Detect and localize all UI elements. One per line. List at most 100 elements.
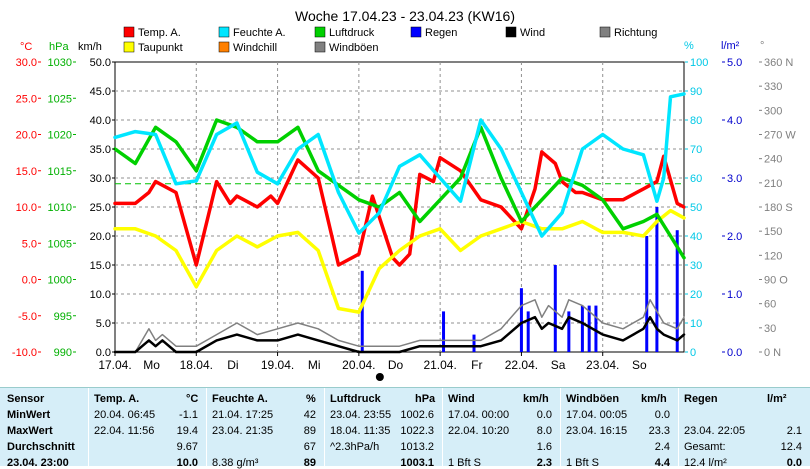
stats-cell-hum-val: 42: [303, 409, 316, 421]
x-tick-label: 22.04.: [505, 358, 538, 372]
tick-label-rain: 3.0: [727, 173, 742, 185]
legend: Temp. A. Feuchte A. Luftdruck Regen Wind Rich…: [123, 26, 657, 54]
pressure-axis-unit: hPa: [49, 41, 69, 53]
tick-label-humidity: 80: [690, 115, 702, 127]
stats-cell-wind-time: 17.04. 00:00: [448, 409, 510, 421]
tick-label-speed: 25.0: [90, 202, 111, 214]
legend-swatch: [314, 26, 326, 38]
stats-header-rain: Regen: [684, 393, 718, 405]
tick-label-direction: 60: [764, 299, 776, 311]
x-tick-label: 19.04.: [261, 358, 294, 372]
tick-label-temp: -5.0: [18, 311, 37, 323]
stats-header-temp: Temp. A.: [94, 393, 140, 405]
stats-cell-gust-val: 4.4: [654, 457, 670, 469]
stats-cell-rain-val: 12.4: [780, 441, 802, 453]
legend-swatch: [505, 26, 517, 38]
stats-header-humidity: Feuchte A.: [212, 393, 268, 405]
series-windb-en: [114, 299, 685, 353]
rain-bar: [655, 207, 659, 352]
tick-label-humidity: 20: [690, 289, 702, 301]
stats-cell-hum-val: 89: [303, 457, 316, 469]
rain-bar: [519, 288, 523, 352]
x-tick-label: 21.04.: [423, 358, 456, 372]
x-tick-label: 20.04.: [342, 358, 375, 372]
rain-bar: [472, 334, 476, 352]
tick-label-direction: 90 O: [764, 275, 788, 287]
tick-label-direction: 0 N: [764, 347, 781, 359]
stats-cell-wind-time: 22.04. 10:20: [448, 425, 510, 437]
x-day-label: Fr: [471, 358, 482, 372]
tick-label-speed: 30.0: [90, 173, 111, 185]
stats-cell-rain-time: Gesamt:: [684, 441, 726, 453]
stats-cell-label: MaxWert: [7, 425, 53, 437]
direction-axis-unit: °: [760, 40, 764, 52]
tick-label-rain: 2.0: [727, 231, 742, 243]
tick-label-humidity: 60: [690, 173, 702, 185]
stats-cell-hum-time: 23.04. 21:35: [212, 425, 274, 437]
stats-cell-pres-val: 1003.1: [400, 457, 434, 469]
stats-header-temp-unit: °C: [186, 393, 199, 405]
time-marker: [375, 373, 384, 381]
stats-header-humidity-unit: %: [306, 393, 316, 405]
series-wind: [113, 315, 686, 354]
stats-cell-rain-val: 0.0: [786, 457, 802, 469]
stats-cell-pres-val: 1022.3: [400, 425, 434, 437]
rain-bar: [645, 236, 649, 352]
tick-label-direction: 330: [764, 81, 782, 93]
stats-cell-temp-time: 20.04. 06:45: [94, 409, 156, 421]
axis-unit-headers: °C hPa km/h % l/m² °: [20, 40, 764, 53]
x-day-label: Mo: [143, 358, 160, 372]
rain-bar: [442, 311, 446, 352]
tick-label-speed: 0.0: [96, 347, 111, 359]
tick-label-rain: 1.0: [727, 289, 742, 301]
tick-label-temp: 25.0: [16, 93, 37, 105]
temp-axis-unit: °C: [20, 41, 32, 53]
legend-swatch: [218, 26, 230, 38]
humidity-axis-unit: %: [684, 40, 694, 52]
tick-label-direction: 150: [764, 226, 782, 238]
stats-header-gusts: Windböen: [566, 393, 620, 405]
legend-label: Temp. A.: [138, 27, 181, 39]
x-day-label: Sa: [551, 358, 566, 372]
tick-label-speed: 20.0: [90, 231, 111, 243]
tick-label-pressure: 1025: [48, 93, 72, 105]
rain-bar: [675, 230, 679, 352]
tick-label-temp: -10.0: [12, 347, 37, 359]
tick-label-humidity: 40: [690, 231, 702, 243]
stats-cell-temp-val: 19.4: [176, 425, 198, 437]
x-tick-label: 23.04.: [586, 358, 619, 372]
tick-label-pressure: 1005: [48, 238, 72, 250]
legend-label: Feuchte A.: [233, 27, 286, 39]
tick-label-rain: 4.0: [727, 115, 742, 127]
stats-cell-hum-val: 89: [303, 425, 316, 437]
stats-cell-wind-val: 1.6: [536, 441, 552, 453]
divider: [560, 388, 561, 466]
tick-label-temp: 15.0: [16, 166, 37, 178]
x-tick-label: 17.04.: [98, 358, 131, 372]
stats-cell-temp-time: 22.04. 11:56: [94, 425, 155, 437]
stats-header-gusts-unit: km/h: [641, 393, 667, 405]
legend-swatch: [123, 26, 135, 38]
stats-header-wind: Wind: [448, 393, 475, 405]
tick-label-direction: 210: [764, 178, 782, 190]
tick-label-temp: 30.0: [16, 57, 37, 69]
tick-label-humidity: 10: [690, 318, 702, 330]
stats-cell-pres-val: 1013.2: [400, 441, 434, 453]
tick-label-pressure: 1030: [48, 57, 72, 69]
tick-label-temp: 10.0: [16, 202, 37, 214]
rain-bar: [360, 270, 364, 352]
legend-label: Windböen: [329, 42, 379, 54]
stats-cell-pres-time: ^2.3hPa/h: [330, 441, 380, 453]
rain-axis-unit: l/m²: [721, 40, 740, 52]
chart-title: Woche 17.04.23 - 23.04.23 (KW16): [295, 8, 515, 24]
stats-cell-gust-val: 23.3: [648, 425, 670, 437]
legend-label: Richtung: [614, 27, 657, 39]
tick-label-temp: 0.0: [22, 275, 37, 287]
rain-bar: [587, 305, 591, 352]
tick-label-pressure: 1010: [48, 202, 72, 214]
series-feuchte-a: [113, 92, 686, 238]
legend-label: Windchill: [233, 42, 277, 54]
legend-swatch: [599, 26, 611, 38]
speed-axis-unit: km/h: [78, 41, 102, 53]
stats-cell-gust-time: 23.04. 16:15: [566, 425, 628, 437]
